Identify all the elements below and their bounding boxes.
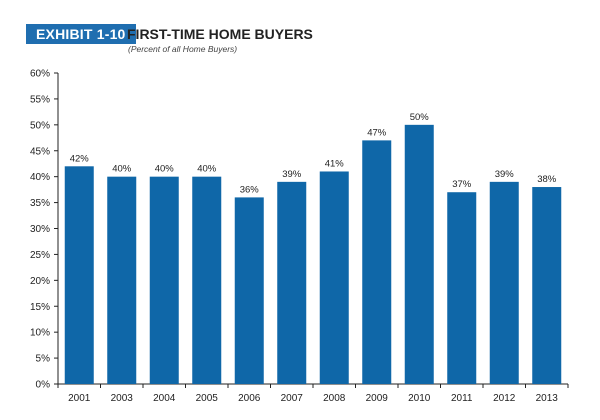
y-tick-label: 15% [30, 302, 50, 313]
bar-2001 [64, 166, 94, 384]
y-tick-label: 35% [30, 198, 50, 209]
bar-2012 [489, 181, 519, 384]
chart-title: FIRST-TIME HOME BUYERS [127, 26, 313, 42]
chart-subtitle: (Percent of all Home Buyers) [128, 44, 238, 54]
data-label-2003: 40% [112, 164, 132, 175]
chart-header: EXHIBIT 1-10 FIRST-TIME HOME BUYERS (Per… [0, 0, 600, 70]
x-tick-label-2005: 2005 [196, 393, 219, 404]
x-tick-label-2011: 2011 [451, 393, 473, 404]
bar-2010 [404, 124, 434, 384]
data-label-2010: 50% [410, 112, 430, 123]
x-tick-label-2003: 2003 [111, 393, 134, 404]
bar-2006 [234, 197, 264, 384]
bar-2003 [107, 176, 137, 384]
y-tick-label: 45% [30, 146, 50, 157]
bar-2007 [277, 181, 307, 384]
data-label-2004: 40% [155, 164, 175, 175]
data-label-2012: 39% [495, 169, 515, 180]
y-tick-label: 50% [30, 120, 50, 131]
y-tick-label: 40% [30, 172, 50, 183]
bar-2005 [192, 176, 222, 384]
x-tick-label-2008: 2008 [323, 393, 346, 404]
y-tick-label: 25% [30, 250, 50, 261]
data-label-2011: 37% [452, 179, 472, 190]
y-tick-label: 20% [30, 276, 50, 287]
data-label-2005: 40% [197, 164, 217, 175]
bar-2009 [362, 140, 392, 384]
y-tick-label: 0% [36, 380, 51, 391]
x-tick-label-2009: 2009 [366, 393, 389, 404]
bar-2008 [319, 171, 349, 384]
x-tick-label-2010: 2010 [408, 393, 431, 404]
y-tick-label: 10% [30, 328, 50, 339]
x-tick-label-2001: 2001 [68, 393, 91, 404]
x-tick-label-2007: 2007 [281, 393, 304, 404]
y-tick-label: 5% [36, 354, 51, 365]
data-label-2008: 41% [325, 158, 345, 169]
data-label-2009: 47% [367, 127, 387, 138]
data-label-2006: 36% [240, 184, 260, 195]
bar-2013 [532, 187, 562, 384]
x-tick-label-2012: 2012 [493, 393, 516, 404]
y-tick-label: 30% [30, 224, 50, 235]
bar-2011 [447, 192, 477, 384]
x-tick-label-2004: 2004 [153, 393, 176, 404]
data-label-2001: 42% [70, 153, 90, 164]
x-tick-label-2006: 2006 [238, 393, 261, 404]
exhibit-badge: EXHIBIT 1-10 [26, 24, 136, 44]
y-tick-label: 55% [30, 94, 50, 105]
x-tick-label-2013: 2013 [536, 393, 559, 404]
data-label-2007: 39% [282, 169, 302, 180]
y-tick-label: 60% [30, 69, 50, 80]
data-label-2013: 38% [537, 174, 557, 185]
bar-2004 [149, 176, 179, 384]
